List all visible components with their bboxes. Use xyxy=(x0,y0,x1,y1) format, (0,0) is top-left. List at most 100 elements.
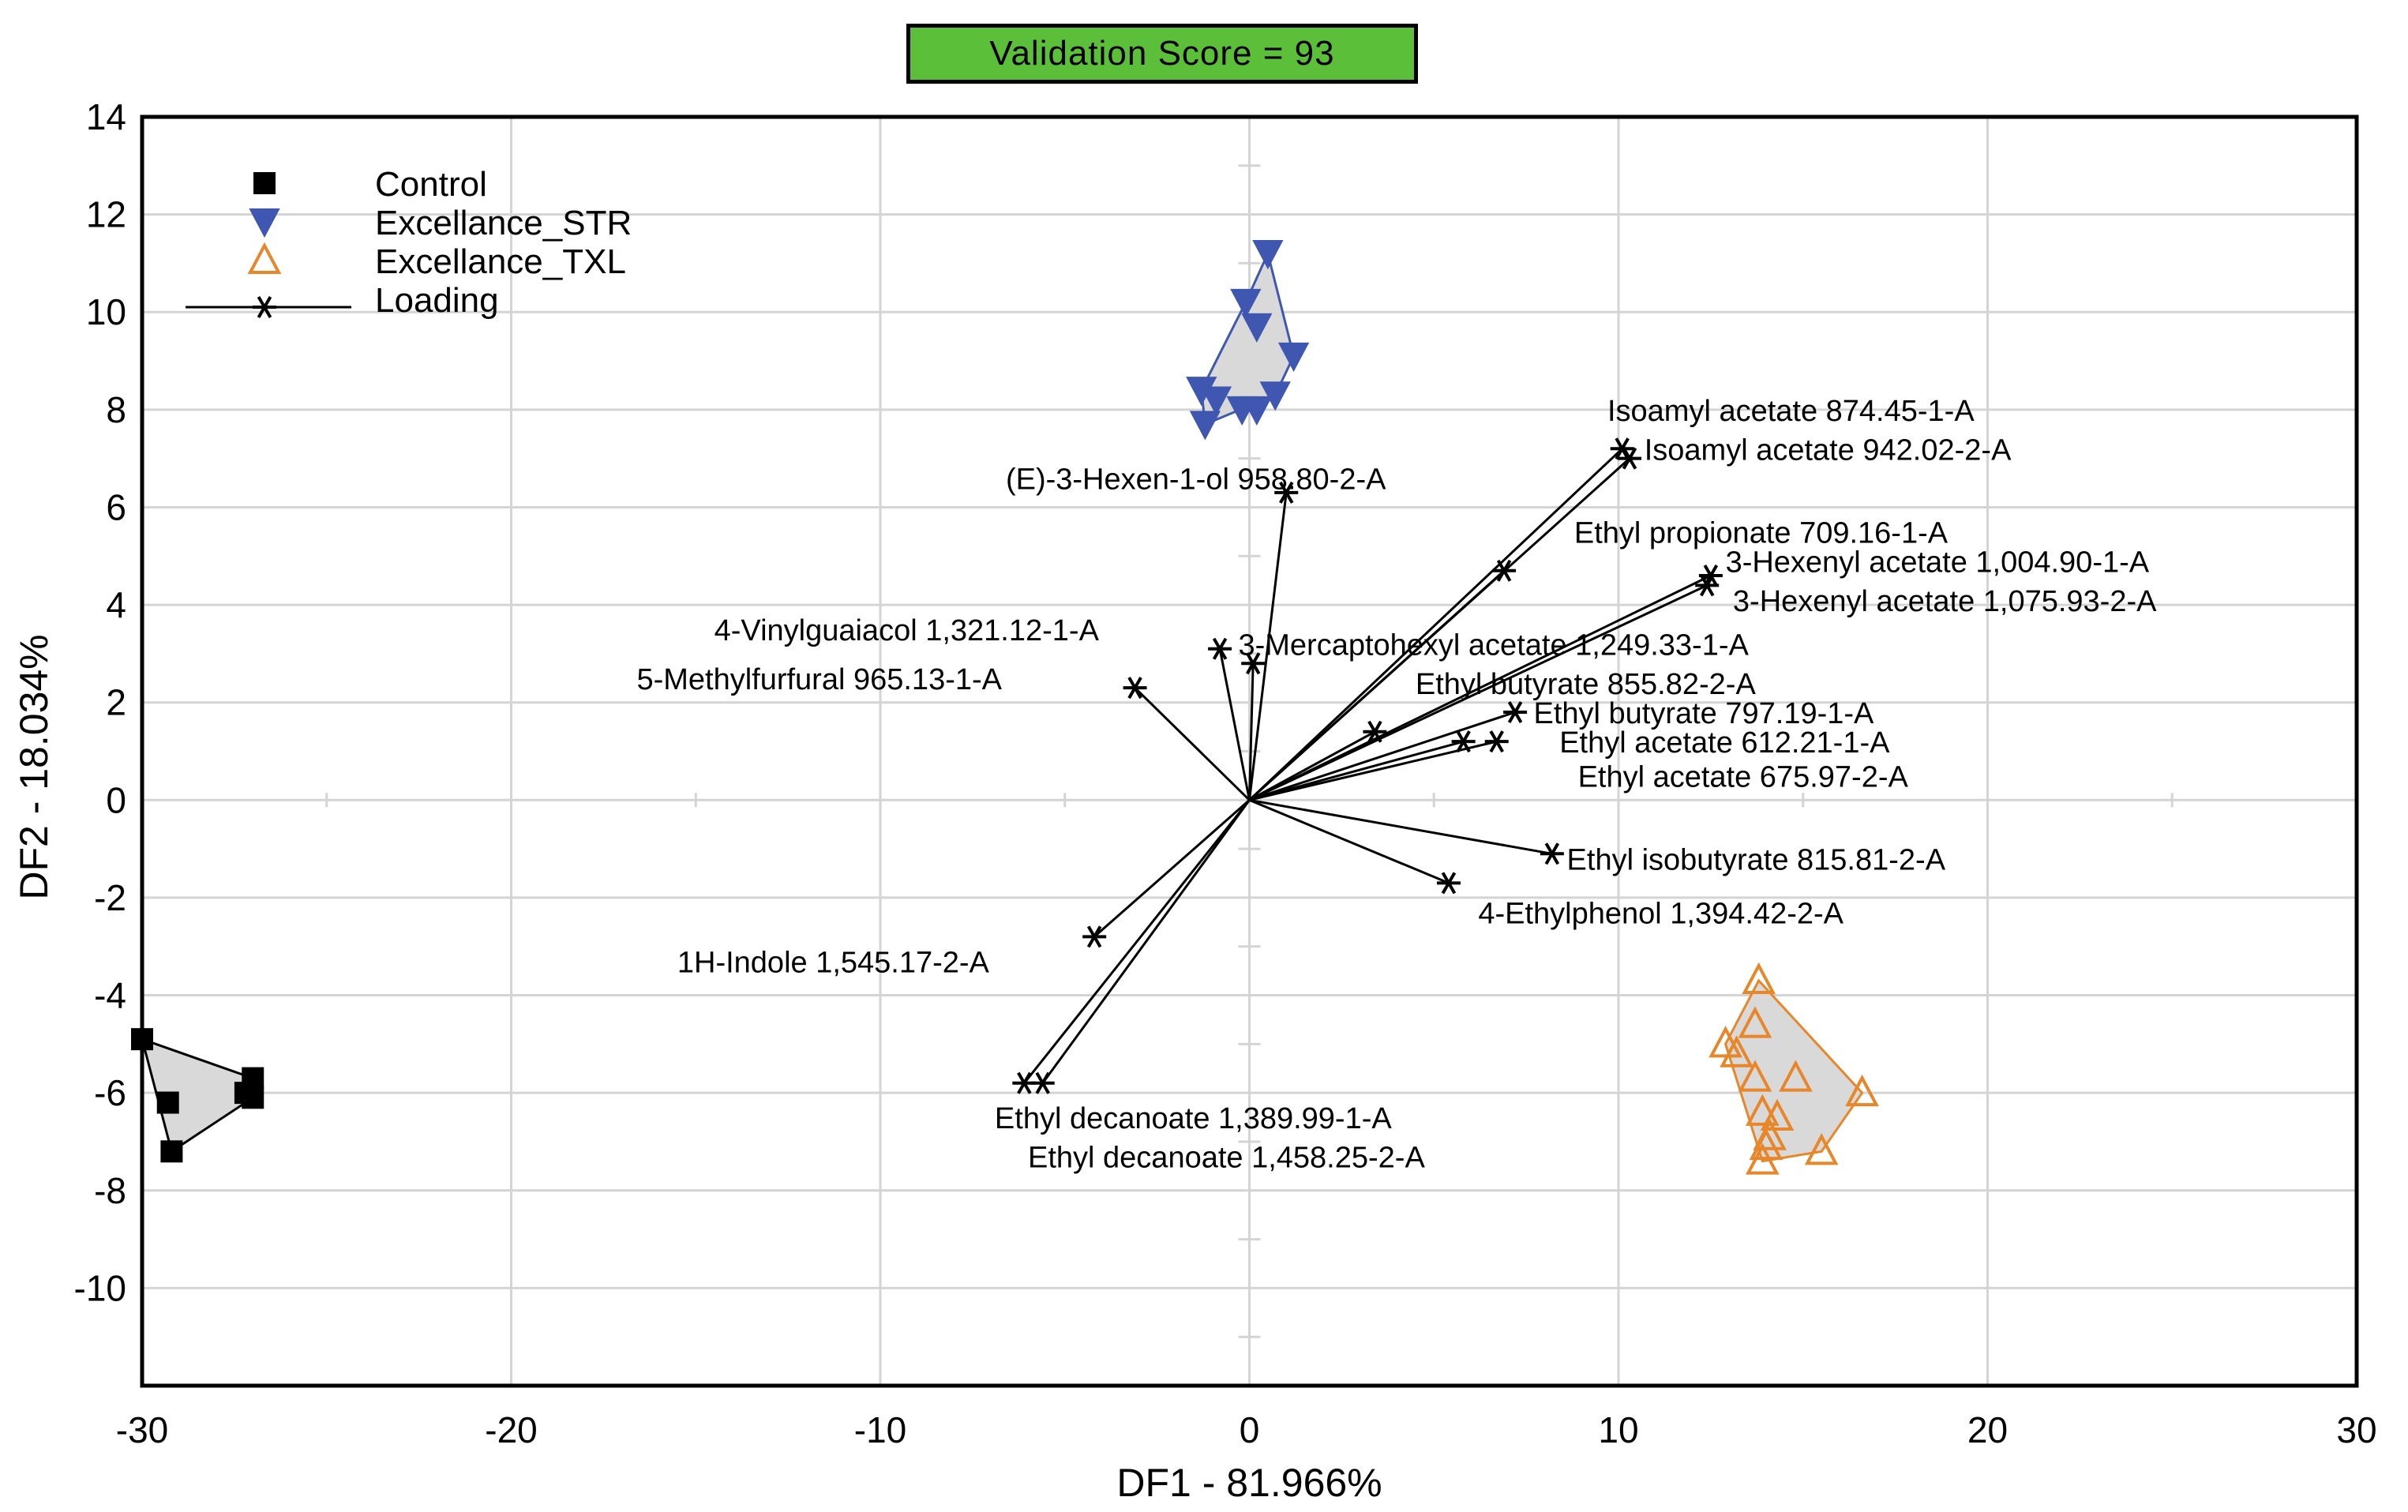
loading-marker xyxy=(1503,701,1528,724)
y-tick-label: 8 xyxy=(106,389,126,430)
y-axis-title: DF2 - 18.034% xyxy=(12,634,56,899)
x-tick-label: 30 xyxy=(2336,1409,2376,1450)
loading-vector xyxy=(1023,799,1251,1084)
y-tick-label: -4 xyxy=(94,975,126,1016)
legend-item-txl: Excellance_TXL xyxy=(247,242,626,281)
loading-vector xyxy=(1248,663,1255,801)
star-stroke xyxy=(1035,1071,1050,1094)
loading-vector xyxy=(1248,448,1623,801)
x-tick-label: -10 xyxy=(854,1409,906,1450)
legend-symbol-control xyxy=(253,172,276,194)
loading-label: (E)-3-Hexen-1-ol 958.80-2-A xyxy=(1006,463,1386,496)
loading-vector xyxy=(1249,798,1553,855)
validation-score-badge: Validation Score = 93 xyxy=(906,24,1418,84)
legend-label: Loading xyxy=(375,281,499,320)
loading-vector xyxy=(1249,711,1516,801)
loading-label: 3-Hexenyl acetate 1,075.93-2-A xyxy=(1733,585,2157,618)
loading-marker xyxy=(1540,842,1564,865)
point-excellance-txl xyxy=(1738,1060,1772,1092)
loading-marker xyxy=(1208,637,1232,660)
hull-excellance-txl xyxy=(1723,978,1864,1163)
y-tick-label: 6 xyxy=(106,486,126,527)
star-stroke xyxy=(1489,730,1504,753)
point-excellance-txl xyxy=(1760,1098,1795,1131)
loading-marker xyxy=(1030,1071,1055,1094)
loading-marker xyxy=(1123,677,1147,700)
loading-marker xyxy=(1241,652,1266,675)
legend-label: Excellance_TXL xyxy=(375,242,626,281)
y-tick-label: -6 xyxy=(94,1072,126,1113)
point-excellance-str xyxy=(1241,313,1273,343)
loading-marker xyxy=(1618,447,1642,470)
loading-label: Isoamyl acetate 942.02-2-A xyxy=(1645,433,2012,467)
legend-symbol-str xyxy=(249,208,280,238)
legend-item-control: Control xyxy=(253,165,487,204)
point-excellance-txl xyxy=(1742,962,1776,994)
y-tick-label: 4 xyxy=(106,584,126,625)
star-stroke xyxy=(1017,1071,1032,1094)
point-excellance-str xyxy=(1200,386,1232,416)
point-excellance-str xyxy=(1259,381,1291,411)
loading-label: Ethyl butyrate 855.82-2-A xyxy=(1416,668,1757,701)
y-tick-label: 14 xyxy=(86,96,126,137)
star-stroke xyxy=(257,296,272,318)
loading-marker xyxy=(1082,925,1107,948)
loading-marker xyxy=(1484,730,1509,753)
loading-marker xyxy=(1363,720,1387,743)
loading-vectors xyxy=(1012,437,1723,1094)
star-stroke xyxy=(1622,447,1637,470)
star-stroke xyxy=(1367,720,1382,743)
star-stroke xyxy=(1615,437,1630,460)
loading-label: Ethyl butyrate 797.19-1-A xyxy=(1533,697,1874,730)
point-control xyxy=(234,1082,257,1105)
star-stroke xyxy=(1544,842,1560,865)
loading-marker xyxy=(1695,574,1720,597)
loading-vector xyxy=(1248,583,1708,801)
legend-symbol-txl xyxy=(247,242,282,274)
x-tick-label: 20 xyxy=(1967,1409,2008,1450)
loading-marker xyxy=(1492,559,1517,582)
x-axis-title: DF1 - 81.966% xyxy=(1116,1461,1382,1505)
loading-vector xyxy=(1248,798,1450,884)
point-excellance-str xyxy=(1252,240,1284,270)
loading-marker xyxy=(1274,481,1299,504)
star-stroke xyxy=(1507,701,1523,724)
loading-label: 4-Ethylphenol 1,394.42-2-A xyxy=(1478,897,1844,930)
x-tick-label: 0 xyxy=(1240,1409,1260,1450)
loading-vector xyxy=(1093,799,1251,938)
loading-vector xyxy=(1249,740,1465,801)
loading-label: Ethyl acetate 612.21-1-A xyxy=(1559,726,1890,760)
point-excellance-str xyxy=(1230,288,1262,319)
loading-vector xyxy=(1134,687,1251,801)
loading-label: 3-Mercaptohexyl acetate 1,249.33-1-A xyxy=(1238,629,1749,662)
loading-label: 1H-Indole 1,545.17-2-A xyxy=(677,946,990,979)
point-excellance-txl xyxy=(1720,1035,1753,1067)
point-excellance-txl xyxy=(1746,1094,1780,1126)
star-stroke xyxy=(1212,637,1228,660)
point-excellance-txl xyxy=(1845,1074,1879,1107)
loading-label: Ethyl acetate 675.97-2-A xyxy=(1578,760,1909,794)
point-excellance-txl xyxy=(1746,1142,1780,1175)
y-tick-label: -8 xyxy=(94,1170,126,1211)
loading-label: Isoamyl acetate 874.45-1-A xyxy=(1607,395,1975,428)
y-tick-label: -2 xyxy=(94,877,126,918)
loading-vector xyxy=(1248,569,1506,801)
star-stroke xyxy=(1496,559,1512,582)
loading-vector xyxy=(1249,740,1498,801)
loading-marker xyxy=(1436,872,1461,895)
loading-label: Ethyl propionate 709.16-1-A xyxy=(1574,516,1949,550)
legend-label: Control xyxy=(375,165,487,204)
loading-vector xyxy=(1041,799,1251,1084)
legend-item-loading: Loading xyxy=(186,281,499,320)
x-tick-label: -30 xyxy=(116,1409,168,1450)
legend: ControlExcellance_STRExcellance_TXLLoadi… xyxy=(186,165,632,320)
loading-label: Ethyl decanoate 1,458.25-2-A xyxy=(1028,1142,1425,1175)
star-stroke xyxy=(1086,925,1102,948)
point-excellance-txl xyxy=(1779,1060,1813,1092)
point-excellance-str xyxy=(1241,396,1273,426)
star-stroke xyxy=(1456,730,1471,753)
star-stroke xyxy=(1279,481,1294,504)
plot-frame xyxy=(140,114,2359,1388)
legend-symbol-loading xyxy=(253,296,276,318)
